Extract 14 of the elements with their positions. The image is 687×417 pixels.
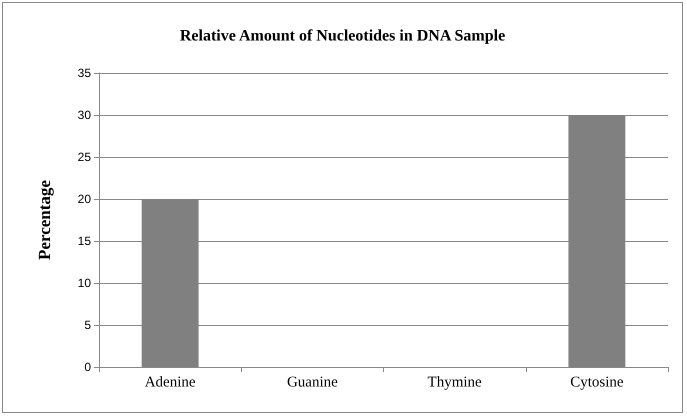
- y-tick-label: 20: [78, 192, 92, 206]
- y-tick-label: 5: [84, 318, 92, 332]
- y-tick-label: 10: [78, 276, 92, 290]
- chart-title: Relative Amount of Nucleotides in DNA Sample: [180, 28, 506, 44]
- y-tick-label: 25: [78, 150, 92, 164]
- x-tick-label: Adenine: [144, 374, 196, 390]
- y-tick-label: 30: [78, 108, 92, 122]
- x-tick-label: Guanine: [286, 374, 338, 390]
- y-tick-label: 35: [78, 66, 92, 80]
- x-tick-label: Cytosine: [570, 374, 624, 390]
- y-tick-label: 0: [84, 360, 92, 374]
- y-tick-label: 15: [78, 234, 92, 248]
- y-axis-title: Percentage: [35, 180, 54, 260]
- x-tick-label: Thymine: [428, 374, 482, 390]
